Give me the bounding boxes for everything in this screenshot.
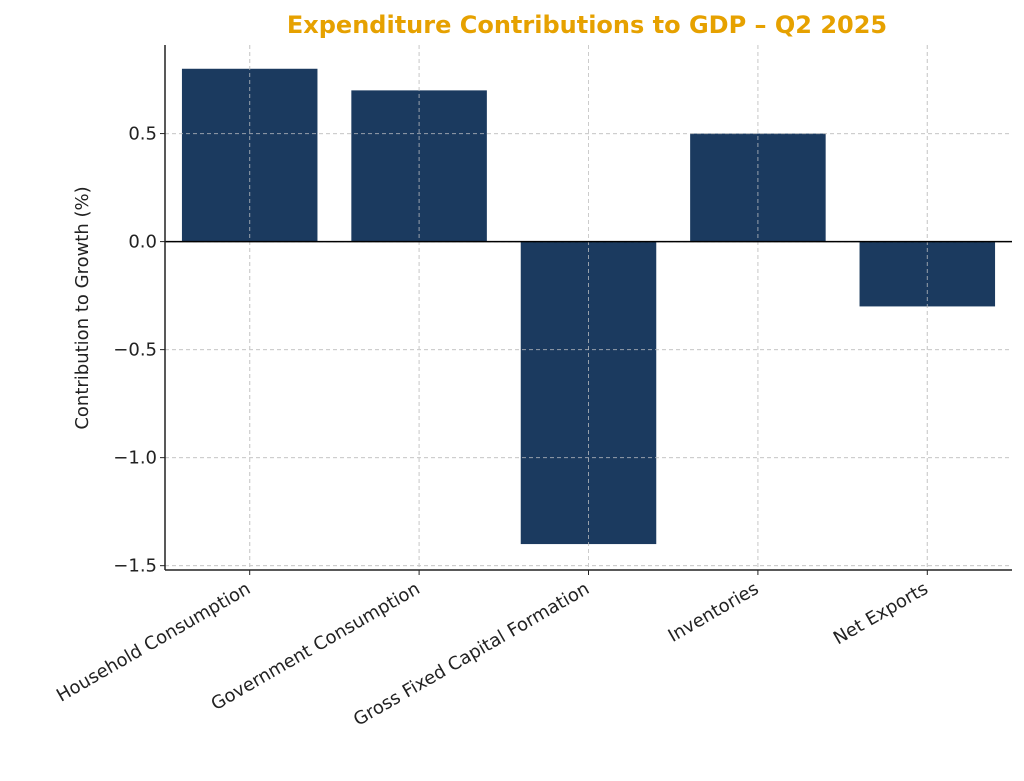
y-axis-label: Contribution to Growth (%) [72, 186, 93, 429]
y-tick-label: −0.5 [113, 340, 157, 361]
chart-title: Expenditure Contributions to GDP – Q2 20… [287, 11, 887, 39]
y-ticks: 0.5 0.0 −0.5 −1.0 −1.5 [113, 124, 165, 577]
x-tick-label: Inventories [665, 578, 763, 647]
bars [165, 45, 1012, 570]
x-tick-label: Net Exports [830, 578, 932, 649]
y-tick-label: −1.5 [113, 556, 157, 577]
bar-5 [859, 241, 996, 307]
y-tick-label: 0.0 [128, 232, 157, 253]
y-tick-label: −1.0 [113, 448, 157, 469]
y-tick-label: 0.5 [128, 124, 157, 145]
